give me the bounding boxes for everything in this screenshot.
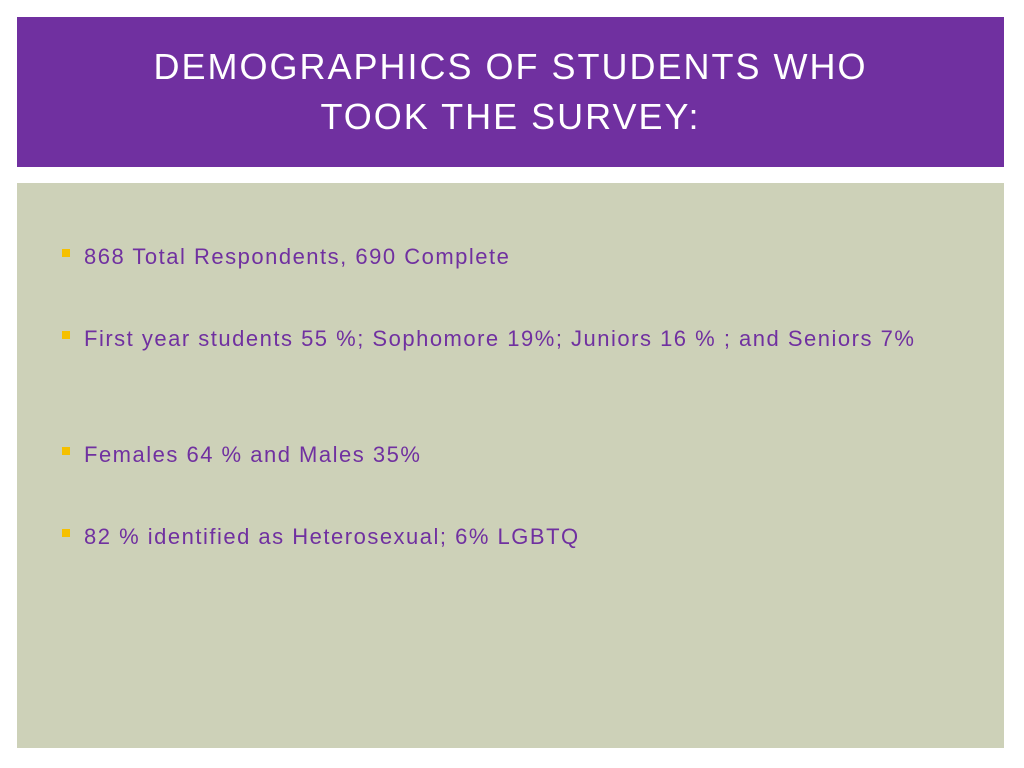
title-bar: DEMOGRAPHICS OF STUDENTS WHO TOOK THE SU… — [17, 17, 1004, 167]
bullet-text: Females 64 % and Males 35% — [84, 442, 422, 467]
bullet-text: 82 % identified as Heterosexual; 6% LGBT… — [84, 524, 580, 549]
content-area: 868 Total Respondents, 690 Complete Firs… — [17, 183, 1004, 748]
square-bullet-icon — [62, 331, 70, 339]
square-bullet-icon — [62, 249, 70, 257]
slide-title-line-2: TOOK THE SURVEY: — [320, 96, 701, 137]
bullet-text: 868 Total Respondents, 690 Complete — [84, 244, 511, 269]
square-bullet-icon — [62, 447, 70, 455]
bullet-text: First year students 55 %; Sophomore 19%;… — [84, 326, 916, 351]
square-bullet-icon — [62, 529, 70, 537]
slide-title-line-1: DEMOGRAPHICS OF STUDENTS WHO — [153, 46, 868, 87]
